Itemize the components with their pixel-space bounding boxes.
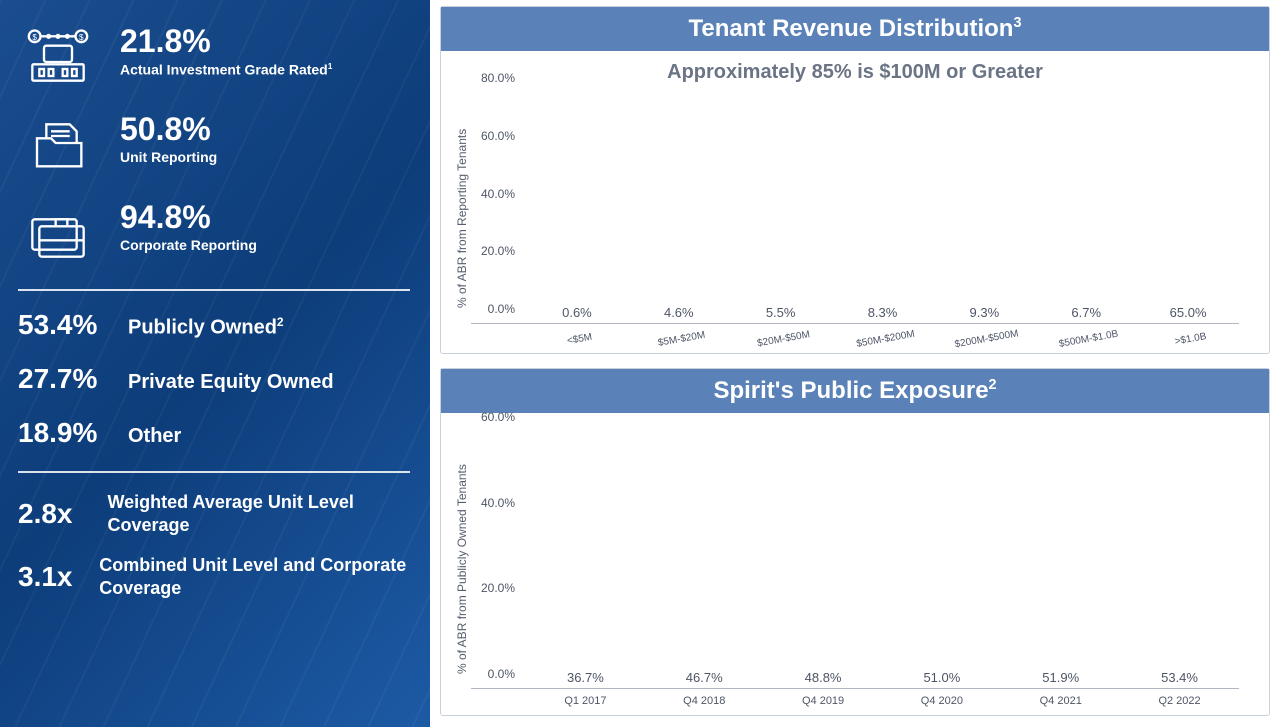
bars-container: 0.6% 4.6% 5.5% 8.3% 9.3% 6.7% 65.0% [526,92,1239,323]
y-ticks: 0.0%20.0%40.0%60.0%80.0% [471,92,521,323]
stat-investment-grade: $ $ 21.8% Actual Investment Grade Rated1 [18,25,410,85]
bar-wrap: 46.7% [645,670,764,688]
x-tick-label: Q2 2022 [1120,689,1239,707]
coverage-unit-level: 2.8x Weighted Average Unit Level Coverag… [18,491,410,536]
tenant-revenue-chart-card: Tenant Revenue Distribution3 Approximate… [440,6,1270,354]
coverage-label: Weighted Average Unit Level Coverage [108,491,411,536]
x-tick-label: Q4 2018 [645,689,764,707]
bar-wrap: 53.4% [1120,670,1239,688]
y-tick: 60.0% [481,410,515,424]
svg-text:$: $ [79,33,84,42]
ownership-private-equity: 27.7% Private Equity Owned [18,363,410,395]
folder-document-icon [18,113,98,173]
ownership-publicly-owned: 53.4% Publicly Owned2 [18,309,410,341]
x-labels: <$5M$5M-$20M$20M-$50M$50M-$200M$200M-$50… [526,324,1239,345]
ownership-pct: 18.9% [18,417,110,449]
bar-wrap: 36.7% [526,670,645,688]
bar-value-label: 8.3% [868,305,898,320]
ownership-label: Private Equity Owned [128,371,334,394]
bar-value-label: 36.7% [567,670,604,685]
briefcase-icon [18,201,98,261]
divider [18,289,410,291]
bar-wrap: 51.0% [882,670,1001,688]
bar-value-label: 51.0% [923,670,960,685]
bar-value-label: 46.7% [686,670,723,685]
coverage-combined: 3.1x Combined Unit Level and Corporate C… [18,554,410,599]
y-tick: 40.0% [481,187,515,201]
chart-title: Spirit's Public Exposure2 [441,369,1269,413]
y-tick: 20.0% [481,244,515,258]
bar-value-label: 0.6% [562,305,592,320]
ownership-pct: 27.7% [18,363,110,395]
stat-value: 50.8% [120,113,217,145]
x-tick-label: Q4 2019 [764,689,883,707]
bars-container: 36.7% 46.7% 48.8% 51.0% 51.9% 53.4% [526,431,1239,688]
ownership-other: 18.9% Other [18,417,410,449]
coverage-label: Combined Unit Level and Corporate Covera… [99,554,410,599]
bar-value-label: 9.3% [970,305,1000,320]
left-summary-panel: $ $ 21.8% Actual Investment Grade Rated1… [0,0,430,727]
bar-value-label: 51.9% [1042,670,1079,685]
ownership-label: Other [128,425,181,448]
y-tick: 0.0% [488,302,515,316]
divider [18,471,410,473]
stat-unit-reporting: 50.8% Unit Reporting [18,113,410,173]
bar-value-label: 53.4% [1161,670,1198,685]
bar-value-label: 5.5% [766,305,796,320]
stat-label: Corporate Reporting [120,237,257,255]
bar-value-label: 48.8% [805,670,842,685]
y-ticks: 0.0%20.0%40.0%60.0% [471,431,521,688]
svg-text:$: $ [32,33,37,42]
y-tick: 0.0% [488,667,515,681]
y-axis-label: % of ABR from Publicly Owned Tenants [453,431,471,707]
bar-value-label: 4.6% [664,305,694,320]
chart-subtitle: Approximately 85% is $100M or Greater [441,51,1269,88]
y-tick: 40.0% [481,496,515,510]
bar-wrap: 48.8% [764,670,883,688]
y-axis-label: % of ABR from Reporting Tenants [453,92,471,345]
stat-label: Unit Reporting [120,149,217,167]
y-tick: 60.0% [481,129,515,143]
stat-label: Actual Investment Grade Rated1 [120,61,332,79]
stat-corporate-reporting: 94.8% Corporate Reporting [18,201,410,261]
ownership-label: Publicly Owned2 [128,315,284,340]
right-charts-panel: Tenant Revenue Distribution3 Approximate… [430,0,1280,727]
y-tick: 80.0% [481,71,515,85]
bar-value-label: 6.7% [1071,305,1101,320]
x-labels: Q1 2017Q4 2018Q4 2019Q4 2020Q4 2021Q2 20… [526,689,1239,707]
stat-value: 94.8% [120,201,257,233]
chart-title: Tenant Revenue Distribution3 [441,7,1269,51]
x-tick-label: Q4 2020 [882,689,1001,707]
y-tick: 20.0% [481,581,515,595]
bar-wrap: 51.9% [1001,670,1120,688]
public-exposure-chart-card: Spirit's Public Exposure2 % of ABR from … [440,368,1270,716]
x-tick-label: Q1 2017 [526,689,645,707]
money-building-icon: $ $ [18,25,98,85]
ownership-pct: 53.4% [18,309,110,341]
coverage-value: 2.8x [18,498,82,530]
coverage-value: 3.1x [18,561,73,593]
stat-value: 21.8% [120,25,332,57]
bar-value-label: 65.0% [1170,305,1207,320]
x-tick-label: Q4 2021 [1001,689,1120,707]
